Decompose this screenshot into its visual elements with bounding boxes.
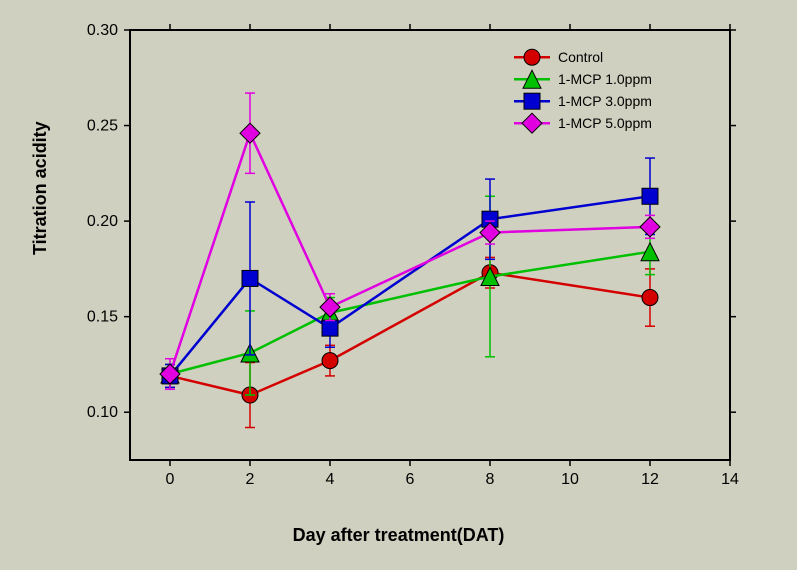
y-tick-label: 0.25	[87, 118, 118, 135]
x-tick-label: 10	[561, 471, 579, 488]
y-tick-label: 0.20	[87, 213, 118, 230]
y-tick-label: 0.15	[87, 309, 118, 326]
x-tick-label: 12	[641, 471, 659, 488]
legend-label: 1-MCP 1.0ppm	[558, 71, 652, 87]
x-tick-label: 0	[166, 471, 175, 488]
chart-svg: 0 2 4 6 8 10 12 14 0.10 0.15 0.20 0.25 0.30 Control 1-…	[60, 20, 750, 510]
legend: Control 1-MCP 1.0ppm 1-MCP 3.0ppm 1-MCP 5.0…	[514, 49, 652, 133]
y-tick-label: 0.30	[87, 22, 118, 39]
x-tick-label: 2	[246, 471, 255, 488]
series-1-MCP 3.0ppm	[162, 158, 658, 387]
series-1-MCP 5.0ppm	[160, 93, 660, 389]
y-axis-label: Titration acidity	[30, 121, 50, 255]
y-tick-label: 0.10	[87, 404, 118, 421]
x-tick-label: 14	[721, 471, 739, 488]
legend-label: 1-MCP 5.0ppm	[558, 115, 652, 131]
x-tick-label: 4	[326, 471, 335, 488]
series-Control	[162, 257, 658, 427]
legend-label: Control	[558, 49, 603, 65]
x-axis-label: Day after treatment(DAT)	[293, 525, 505, 545]
chart-container: 0 2 4 6 8 10 12 14 0.10 0.15 0.20 0.25 0.30 Control 1-…	[60, 20, 750, 510]
x-tick-label: 8	[486, 471, 495, 488]
legend-label: 1-MCP 3.0ppm	[558, 93, 652, 109]
x-tick-label: 6	[406, 471, 415, 488]
